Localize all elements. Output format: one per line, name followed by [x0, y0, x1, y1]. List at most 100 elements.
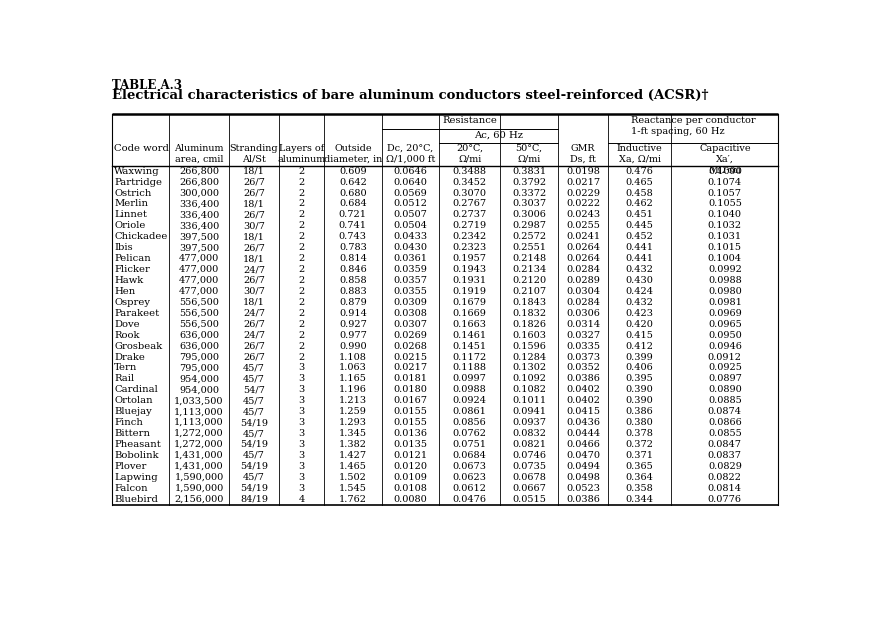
Text: 0.0855: 0.0855	[707, 429, 741, 438]
Text: 0.2107: 0.2107	[512, 287, 546, 296]
Text: 0.0684: 0.0684	[452, 451, 486, 460]
Text: 0.0217: 0.0217	[393, 363, 427, 373]
Text: 2: 2	[298, 243, 304, 252]
Text: Dc, 20°C,
Ω/1,000 ft: Dc, 20°C, Ω/1,000 ft	[385, 144, 434, 164]
Text: 0.0136: 0.0136	[393, 429, 427, 438]
Text: 0.0180: 0.0180	[393, 386, 427, 394]
Text: 0.0436: 0.0436	[566, 418, 600, 427]
Text: 0.1082: 0.1082	[512, 386, 546, 394]
Text: 0.0861: 0.0861	[452, 407, 486, 416]
Text: 0.0386: 0.0386	[566, 495, 600, 503]
Text: 0.1172: 0.1172	[452, 352, 486, 362]
Text: 54/19: 54/19	[240, 484, 268, 493]
Text: 0.2767: 0.2767	[452, 199, 486, 209]
Text: 2: 2	[298, 331, 304, 339]
Text: Hawk: Hawk	[114, 276, 143, 285]
Text: 0.0829: 0.0829	[707, 462, 741, 471]
Text: 26/7: 26/7	[242, 189, 265, 197]
Text: 0.1596: 0.1596	[512, 342, 546, 350]
Text: 0.1188: 0.1188	[452, 363, 486, 373]
Text: 3: 3	[298, 484, 304, 493]
Text: 0.0569: 0.0569	[393, 189, 427, 197]
Text: 1.213: 1.213	[338, 396, 367, 405]
Text: 2: 2	[298, 199, 304, 209]
Text: 1.465: 1.465	[339, 462, 367, 471]
Text: 0.0120: 0.0120	[393, 462, 427, 471]
Text: 0.0498: 0.0498	[566, 473, 600, 482]
Text: 0.458: 0.458	[625, 189, 653, 197]
Text: 0.3006: 0.3006	[512, 210, 546, 220]
Text: 0.814: 0.814	[339, 254, 367, 263]
Text: 0.0874: 0.0874	[707, 407, 741, 416]
Text: 0.0222: 0.0222	[566, 199, 600, 209]
Text: Falcon: Falcon	[114, 484, 148, 493]
Text: 3: 3	[298, 407, 304, 416]
Text: 0.721: 0.721	[339, 210, 367, 220]
Text: 0.977: 0.977	[339, 331, 367, 339]
Text: 0.430: 0.430	[625, 276, 653, 285]
Text: 1.382: 1.382	[339, 440, 367, 449]
Text: 1.259: 1.259	[339, 407, 367, 416]
Text: Oriole: Oriole	[114, 222, 145, 230]
Text: 45/7: 45/7	[242, 375, 265, 383]
Text: Partridge: Partridge	[114, 178, 162, 186]
Text: 0.0969: 0.0969	[707, 308, 741, 318]
Text: 0.415: 0.415	[625, 331, 653, 339]
Text: 0.420: 0.420	[625, 320, 653, 329]
Text: 0.0241: 0.0241	[566, 232, 600, 241]
Text: 0.1931: 0.1931	[452, 276, 486, 285]
Text: 0.399: 0.399	[625, 352, 653, 362]
Text: Code word: Code word	[114, 144, 169, 153]
Text: 0.0678: 0.0678	[512, 473, 546, 482]
Text: 0.0155: 0.0155	[393, 407, 427, 416]
Text: 0.0181: 0.0181	[393, 375, 427, 383]
Text: 0.743: 0.743	[339, 232, 367, 241]
Text: Grosbeak: Grosbeak	[114, 342, 163, 350]
Text: 0.2148: 0.2148	[512, 254, 546, 263]
Text: 1.293: 1.293	[339, 418, 367, 427]
Text: 0.390: 0.390	[625, 396, 653, 405]
Text: 26/7: 26/7	[242, 243, 265, 252]
Text: Bluejay: Bluejay	[114, 407, 152, 416]
Text: 0.0476: 0.0476	[452, 495, 486, 503]
Text: 0.0243: 0.0243	[566, 210, 600, 220]
Text: Electrical characteristics of bare aluminum conductors steel-reinforced (ACSR)†: Electrical characteristics of bare alumi…	[112, 89, 707, 102]
Text: 0.0155: 0.0155	[393, 418, 427, 427]
Text: 336,400: 336,400	[179, 210, 219, 220]
Text: Inductive
Xa, Ω/mi: Inductive Xa, Ω/mi	[616, 144, 661, 164]
Text: Pheasant: Pheasant	[114, 440, 161, 449]
Text: 0.0373: 0.0373	[566, 352, 600, 362]
Text: 0.0352: 0.0352	[566, 363, 600, 373]
Text: 0.462: 0.462	[625, 199, 653, 209]
Text: 0.0415: 0.0415	[566, 407, 600, 416]
Text: Cardinal: Cardinal	[114, 386, 158, 394]
Text: 3: 3	[298, 386, 304, 394]
Text: 0.1957: 0.1957	[452, 254, 486, 263]
Text: 3: 3	[298, 429, 304, 438]
Text: Osprey: Osprey	[114, 298, 150, 307]
Text: 0.371: 0.371	[625, 451, 653, 460]
Text: 3: 3	[298, 440, 304, 449]
Text: 0.0523: 0.0523	[566, 484, 600, 493]
Text: 0.2323: 0.2323	[452, 243, 486, 252]
Text: 0.0430: 0.0430	[393, 243, 427, 252]
Text: 20°C,
Ω/mi: 20°C, Ω/mi	[455, 144, 482, 164]
Text: 0.0837: 0.0837	[707, 451, 741, 460]
Text: 1.165: 1.165	[339, 375, 367, 383]
Text: 45/7: 45/7	[242, 407, 265, 416]
Text: 0.0847: 0.0847	[707, 440, 741, 449]
Text: 0.0965: 0.0965	[707, 320, 741, 329]
Text: 0.441: 0.441	[625, 254, 653, 263]
Text: 30/7: 30/7	[242, 287, 265, 296]
Text: 0.1919: 0.1919	[452, 287, 486, 296]
Text: 0.1057: 0.1057	[707, 189, 741, 197]
Text: 3: 3	[298, 375, 304, 383]
Text: 0.0735: 0.0735	[512, 462, 546, 471]
Text: 0.0309: 0.0309	[393, 298, 427, 307]
Text: Drake: Drake	[114, 352, 145, 362]
Text: 54/19: 54/19	[240, 462, 268, 471]
Text: Ostrich: Ostrich	[114, 189, 151, 197]
Text: 50°C,
Ω/mi: 50°C, Ω/mi	[515, 144, 542, 164]
Text: 2: 2	[298, 167, 304, 176]
Text: 0.0856: 0.0856	[452, 418, 486, 427]
